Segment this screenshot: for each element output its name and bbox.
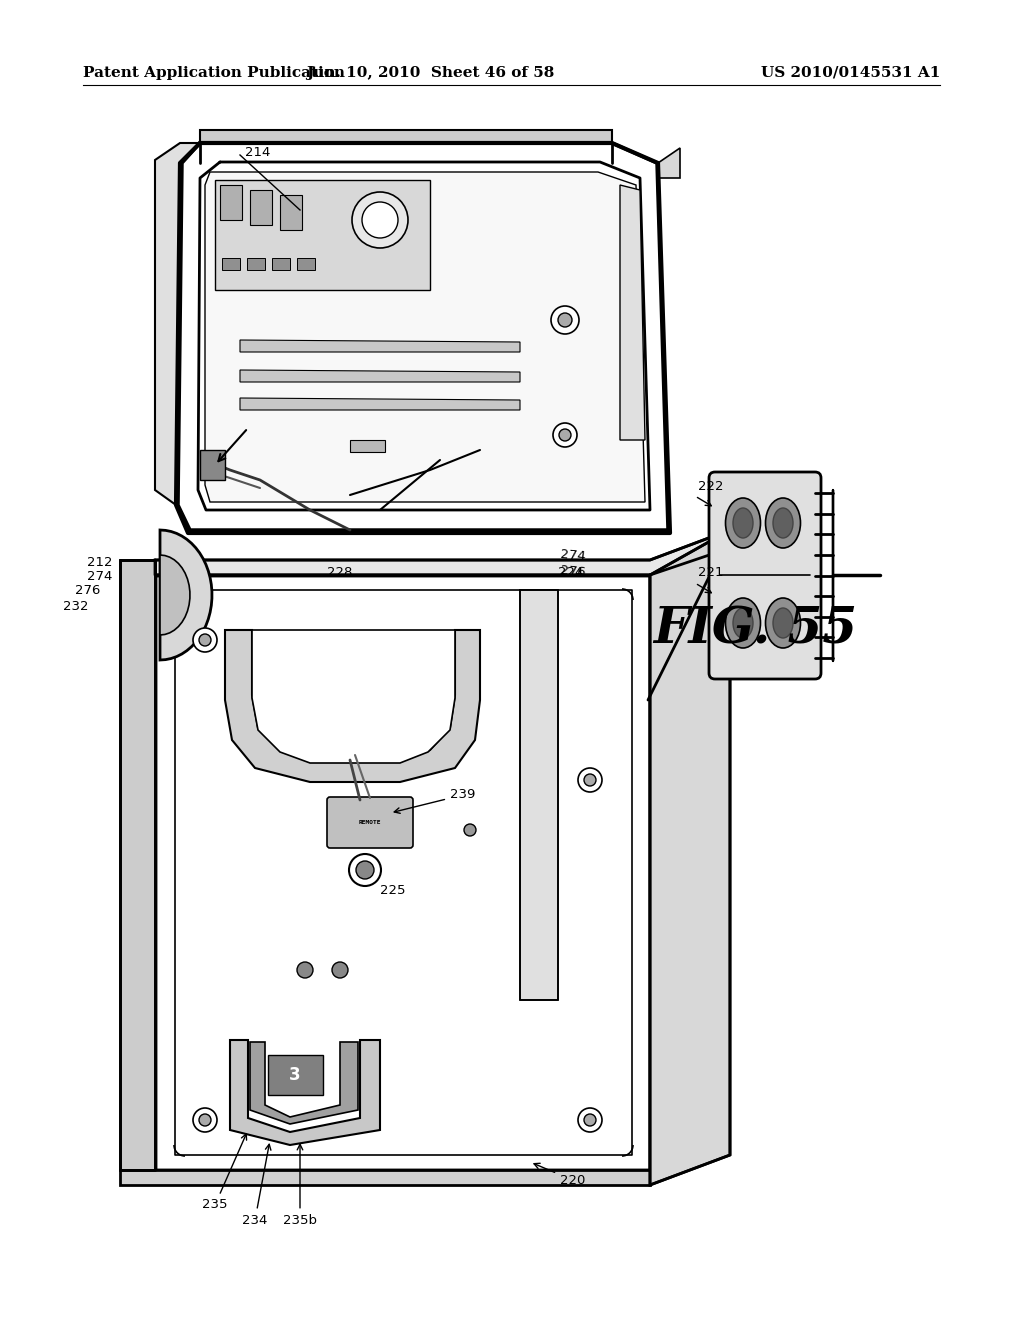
Circle shape (356, 861, 374, 879)
Circle shape (584, 1114, 596, 1126)
Circle shape (559, 429, 571, 441)
Ellipse shape (773, 609, 793, 638)
Polygon shape (205, 172, 645, 502)
Text: 274: 274 (87, 570, 112, 583)
Polygon shape (160, 531, 212, 660)
Polygon shape (155, 576, 650, 1170)
Polygon shape (240, 370, 520, 381)
Text: 235b: 235b (283, 1144, 317, 1226)
Polygon shape (160, 554, 189, 635)
Text: FIG. 55: FIG. 55 (653, 606, 857, 655)
Ellipse shape (725, 498, 761, 548)
Text: 221: 221 (698, 566, 724, 579)
Polygon shape (658, 148, 680, 178)
Bar (350, 440, 385, 451)
Polygon shape (155, 531, 730, 576)
Polygon shape (120, 1170, 650, 1185)
Text: 224: 224 (558, 566, 584, 579)
Circle shape (558, 313, 572, 327)
Polygon shape (520, 590, 558, 1001)
Text: 212: 212 (86, 557, 112, 569)
Text: 234: 234 (243, 1144, 271, 1226)
Circle shape (553, 422, 577, 447)
Polygon shape (225, 630, 480, 781)
Text: 222: 222 (698, 480, 724, 494)
Ellipse shape (733, 508, 753, 539)
Text: US 2010/0145531 A1: US 2010/0145531 A1 (761, 66, 940, 81)
Text: 239: 239 (394, 788, 475, 813)
Circle shape (584, 774, 596, 785)
Polygon shape (620, 185, 645, 440)
Bar (250, 190, 272, 224)
Polygon shape (200, 450, 225, 480)
Bar (268, 1055, 323, 1096)
Polygon shape (215, 180, 430, 290)
Bar (220, 185, 242, 220)
Circle shape (199, 1114, 211, 1126)
Polygon shape (240, 399, 520, 411)
Text: Jun. 10, 2010  Sheet 46 of 58: Jun. 10, 2010 Sheet 46 of 58 (306, 66, 554, 81)
Text: Patent Application Publication: Patent Application Publication (83, 66, 345, 81)
Text: 276: 276 (75, 585, 100, 598)
Ellipse shape (766, 498, 801, 548)
Polygon shape (240, 341, 520, 352)
Bar (247, 257, 265, 271)
Ellipse shape (766, 598, 801, 648)
Circle shape (193, 1107, 217, 1133)
FancyBboxPatch shape (709, 473, 821, 678)
Polygon shape (155, 143, 200, 506)
Polygon shape (230, 1040, 380, 1144)
Bar (297, 257, 315, 271)
Bar (280, 195, 302, 230)
Text: 214: 214 (245, 145, 270, 158)
Text: 3: 3 (289, 1067, 301, 1084)
Circle shape (199, 634, 211, 645)
Circle shape (297, 962, 313, 978)
Bar (222, 257, 240, 271)
Ellipse shape (773, 508, 793, 539)
Circle shape (578, 1107, 602, 1133)
Circle shape (578, 768, 602, 792)
Polygon shape (200, 129, 612, 143)
Circle shape (352, 191, 408, 248)
Bar (272, 257, 290, 271)
Text: 220: 220 (534, 1163, 586, 1187)
Circle shape (551, 306, 579, 334)
Text: 232: 232 (62, 601, 88, 614)
Text: 228: 228 (328, 566, 352, 579)
Ellipse shape (733, 609, 753, 638)
Circle shape (349, 854, 381, 886)
Text: 276: 276 (560, 565, 587, 579)
Circle shape (362, 202, 398, 238)
Polygon shape (120, 560, 155, 1170)
FancyBboxPatch shape (327, 797, 413, 847)
Polygon shape (250, 1041, 358, 1125)
Circle shape (464, 824, 476, 836)
Polygon shape (650, 531, 730, 1185)
Circle shape (332, 962, 348, 978)
Text: 274: 274 (560, 548, 587, 564)
Polygon shape (252, 630, 455, 763)
Text: 235: 235 (203, 1134, 247, 1212)
Text: 225: 225 (380, 883, 406, 896)
Polygon shape (178, 143, 668, 531)
Circle shape (193, 628, 217, 652)
Text: REMOTE: REMOTE (358, 820, 381, 825)
Ellipse shape (725, 598, 761, 648)
